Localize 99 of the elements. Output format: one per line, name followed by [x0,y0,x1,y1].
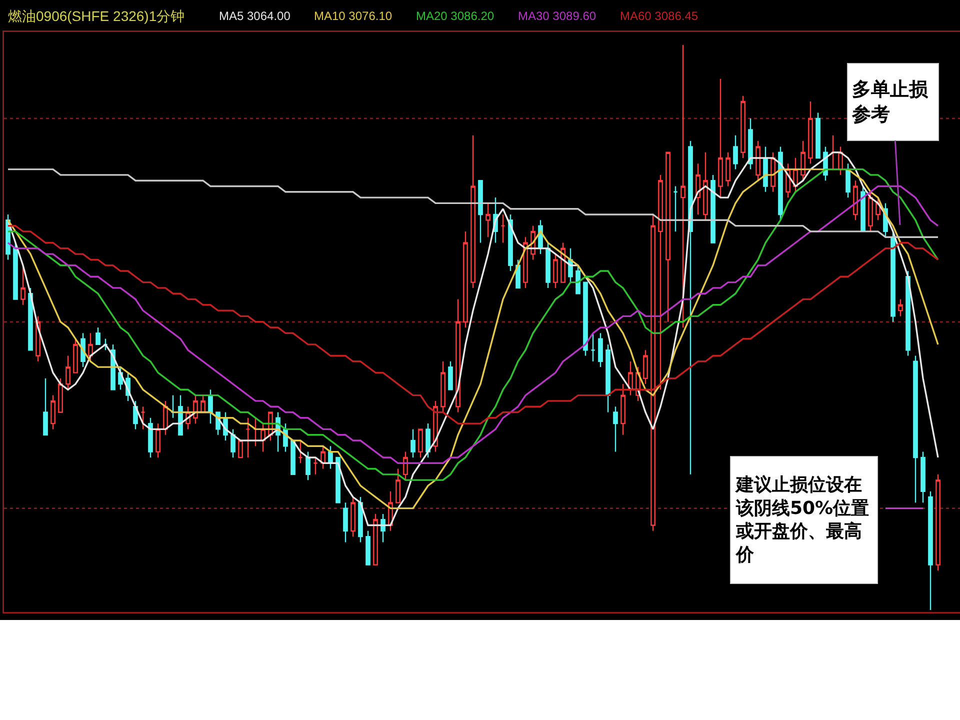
text: MA60 3086.45 [620,9,698,23]
candlestick [13,242,18,300]
candlestick [478,180,483,244]
candlestick [350,496,356,538]
candlestick [448,360,453,390]
candlestick [73,338,78,374]
candlestick [718,78,723,198]
candlestick [88,332,93,362]
candlestick [230,428,236,458]
candlestick [846,163,850,198]
candlestick [470,134,476,289]
candlestick [800,140,806,182]
candlestick [410,428,416,458]
candlestick [726,152,730,187]
candlestick [156,422,160,458]
candlestick [576,264,580,294]
candlestick [193,394,198,424]
candlestick [868,191,873,232]
candlestick [860,186,866,232]
candlestick [890,230,896,322]
candlestick [238,440,243,458]
candlestick [290,440,296,476]
candlestick [336,456,340,504]
candlestick [613,406,618,452]
candlestick [546,242,550,289]
candlestick [140,406,146,430]
candlestick [246,417,250,458]
candlestick [208,389,213,424]
candlestick [516,259,520,289]
candlestick [756,140,760,182]
candlestick [426,422,430,458]
candlestick [43,378,48,436]
candlestick [696,163,700,216]
candlestick [650,214,656,532]
candlestick [343,502,348,543]
candlestick [553,253,558,289]
candlestick [306,451,310,481]
candlestick [906,270,910,356]
candlestick [366,530,370,566]
candlestick [66,355,70,390]
candlestick [920,451,926,504]
text: MA20 3086.20 [416,9,494,23]
candlestick [778,146,783,221]
candlestick [200,394,206,413]
candlestick [380,513,386,543]
candlestick [396,468,400,504]
candlestick [666,152,670,322]
candlestick [403,451,408,481]
candlestick [583,282,588,356]
candlestick [710,174,716,244]
candlestick [928,490,933,611]
candlestick [606,344,610,413]
candlestick [748,118,753,170]
candlestick [643,350,648,385]
candlestick [418,428,423,458]
candlestick [463,230,468,328]
candlestick [733,134,738,170]
text: MA5 3064.00 [219,9,291,23]
candlestick [763,146,768,192]
candlestick [50,394,56,430]
candlestick [913,355,918,504]
annotation: 多单止损参考 [851,78,929,126]
candlestick [103,338,108,351]
candlestick [96,326,100,346]
candlestick [440,360,446,413]
candlestick [58,378,63,413]
candlestick [936,474,940,572]
candlestick [816,112,820,159]
candlestick [590,332,596,362]
candlestick [28,287,33,351]
text: MA30 3089.60 [518,9,596,23]
candlestick [298,440,303,464]
candlestick [148,417,153,458]
candlestick [500,214,506,244]
candlestick [456,298,460,413]
candlestick [486,202,490,238]
candlestick [680,44,686,328]
candlestick [508,214,513,272]
candlestick [320,446,326,470]
candlestick [658,174,663,390]
text: MA10 3076.10 [314,9,392,23]
candlestick [358,496,363,543]
candlestick [770,152,776,192]
candlestick [133,400,138,430]
candlestick [703,152,708,221]
chart-title: 燃油0906(SHFE 2326)1分钟 [8,8,185,24]
candlestick [740,95,746,159]
candlestick [313,456,318,476]
annotation: 建议止损位设在该阴线50%位置或开盘价、最高价 [734,474,870,566]
candlestick [808,100,813,164]
candlestick [628,360,633,396]
candlestick [373,513,378,566]
candlestick [853,180,858,221]
candlestick [163,400,168,436]
candlestick [598,332,603,368]
candlestick [620,383,626,436]
candlestick [898,298,903,317]
candlestick [688,140,693,476]
candlestick [673,186,678,232]
